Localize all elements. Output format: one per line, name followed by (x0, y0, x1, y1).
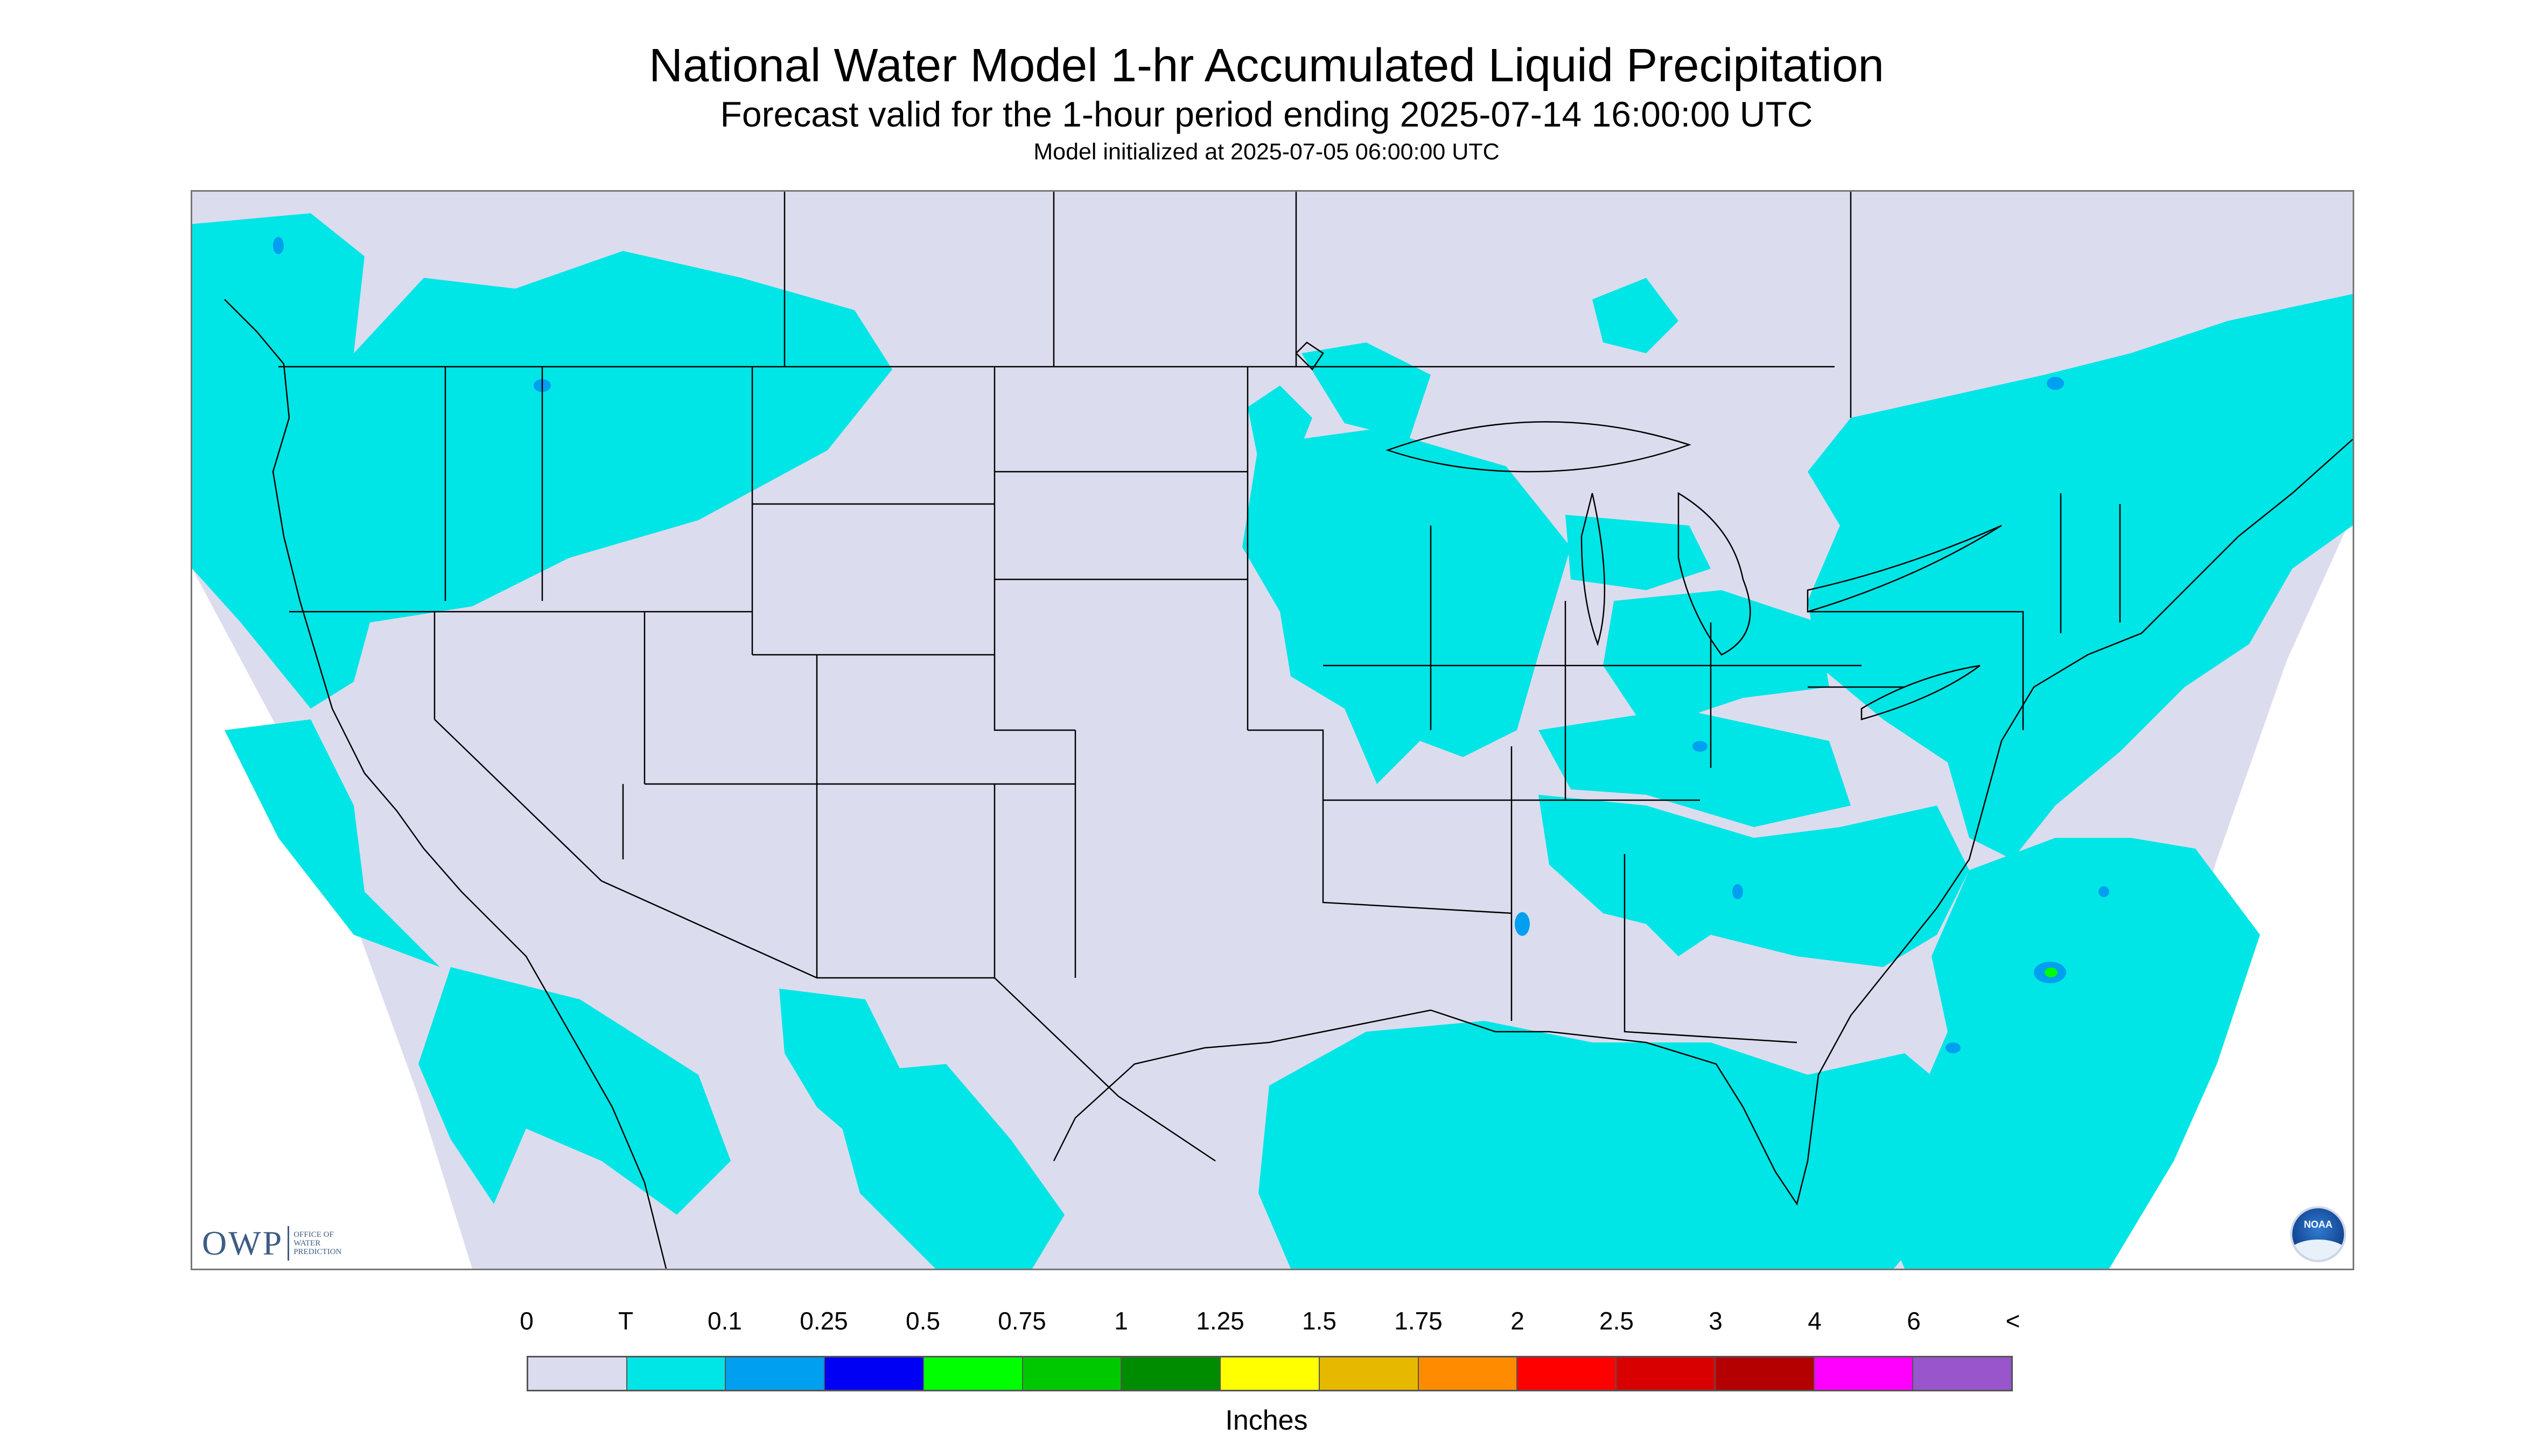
owp-logo-mark: OWP (202, 1224, 284, 1262)
legend-swatch (825, 1357, 924, 1390)
legend-tick-label: 4 (1808, 1307, 1822, 1335)
legend-swatch (1814, 1357, 1914, 1390)
legend-swatch (528, 1357, 627, 1390)
legend-tick-label: 1.25 (1196, 1307, 1244, 1335)
legend-swatch (923, 1357, 1023, 1390)
boundary-lines (278, 192, 2121, 1162)
legend-tick-label: 0.75 (998, 1307, 1046, 1335)
noaa-logo-wave (2292, 1240, 2344, 1260)
legend-tick-label: 6 (1907, 1307, 1921, 1335)
legend-tick-label: < (2005, 1307, 2020, 1335)
legend-swatch (1617, 1357, 1716, 1390)
legend-tick-label: 2.5 (1599, 1307, 1634, 1335)
legend-swatch (1221, 1357, 1320, 1390)
legend-tick-label: 1 (1114, 1307, 1128, 1335)
noaa-logo-text: NOAA (2304, 1219, 2333, 1230)
legend-tick-label: 1.5 (1302, 1307, 1337, 1335)
legend-tick-label: 0 (520, 1307, 534, 1335)
legend-swatch (1023, 1357, 1122, 1390)
legend-swatch (726, 1357, 825, 1390)
legend-swatch (1418, 1357, 1518, 1390)
noaa-logo: NOAA (2290, 1206, 2346, 1262)
trace-precip-areas (192, 213, 2353, 1269)
legend-swatch (1715, 1357, 1815, 1390)
legend-tick-label: 2 (1510, 1307, 1524, 1335)
map-canvas (192, 192, 2353, 1269)
green-precip-core (2045, 968, 2058, 977)
owp-logo-divider (288, 1226, 290, 1261)
map-title: National Water Model 1-hr Accumulated Li… (649, 39, 1884, 92)
legend-swatch (627, 1357, 726, 1390)
legend-swatch (1122, 1357, 1221, 1390)
map-subtitle: Forecast valid for the 1-hour period end… (720, 94, 1813, 134)
model-init-line: Model initialized at 2025-07-05 06:00:00… (1033, 139, 1500, 165)
coastline (224, 299, 2353, 1269)
legend-tick-label: T (618, 1307, 634, 1335)
legend-swatch (1913, 1357, 2012, 1390)
legend-tick-label: 1.75 (1394, 1307, 1443, 1335)
owp-logo: OWP OFFICE OF WATER PREDICTION (202, 1223, 341, 1263)
legend-swatch (1517, 1357, 1617, 1390)
legend-color-bar (527, 1356, 2013, 1391)
legend-tick-label: 0.5 (906, 1307, 940, 1335)
precipitation-map[interactable]: OWP OFFICE OF WATER PREDICTION NOAA (191, 190, 2354, 1270)
legend-tick-label: 0.1 (708, 1307, 742, 1335)
legend-tick-label: 0.25 (800, 1307, 848, 1335)
legend-tick-label: 3 (1709, 1307, 1723, 1335)
legend-tick-labels: 0 T 0.1 0.25 0.5 0.75 1 1.25 1.5 1.75 2 2.5 3 4 6 < (520, 1303, 2020, 1335)
legend-swatch (1319, 1357, 1419, 1390)
owp-logo-text: OFFICE OF WATER PREDICTION (293, 1230, 342, 1256)
legend-units-label: Inches (1225, 1405, 1308, 1436)
color-legend: 0 T 0.1 0.25 0.5 0.75 1 1.25 1.5 1.75 2 2.5 3 4 6 < (520, 1303, 2020, 1411)
